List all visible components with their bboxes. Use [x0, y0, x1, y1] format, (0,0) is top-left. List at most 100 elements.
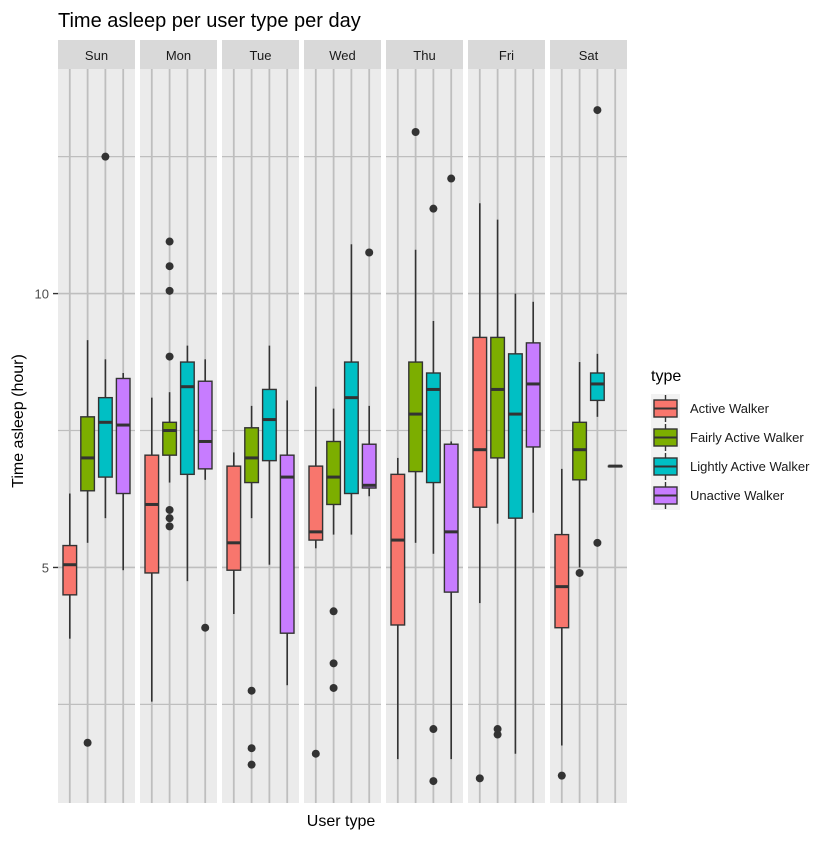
legend-item-unactive-walker: Unactive Walker — [651, 481, 785, 510]
outlier-point — [247, 686, 256, 695]
outlier-point — [165, 514, 174, 523]
outlier-point — [247, 744, 256, 753]
outlier-point — [165, 505, 174, 514]
box-fairly-active-walker-sun — [80, 340, 96, 747]
box-unactive-walker-tue — [279, 400, 295, 686]
outlier-point — [311, 749, 320, 758]
facet-panel-wed: Wed — [304, 40, 381, 803]
y-axis-label: Time asleep (hour) — [10, 354, 27, 488]
box-lightly-active-walker-fri — [507, 293, 523, 754]
box-body — [226, 465, 242, 571]
x-axis-label: User type — [307, 813, 376, 830]
outlier-point — [165, 262, 174, 271]
box-active-walker-wed — [308, 386, 324, 758]
panel-background — [550, 69, 627, 803]
facet-strip — [140, 40, 217, 69]
box-body — [62, 544, 78, 596]
box-lightly-active-walker-tue — [261, 345, 277, 565]
facet-panel-thu: Thu — [386, 40, 463, 803]
outlier-point — [101, 152, 110, 161]
facet-strip-label: Mon — [166, 48, 191, 63]
box-body — [425, 372, 441, 484]
panel-background — [304, 69, 381, 803]
box-body — [197, 380, 213, 470]
legend-item-label: Lightly Active Walker — [690, 459, 810, 474]
outlier-point — [329, 607, 338, 616]
box-body — [490, 336, 506, 459]
box-active-walker-thu — [390, 457, 406, 760]
box-fairly-active-walker-mon — [162, 237, 178, 531]
box-fairly-active-walker-fri — [490, 219, 506, 739]
box-body — [115, 377, 131, 495]
outlier-point — [247, 760, 256, 769]
box-unactive-walker-mon — [197, 359, 213, 632]
box-unactive-walker-fri — [525, 301, 541, 513]
outlier-point — [201, 623, 210, 632]
box-body — [472, 336, 488, 508]
box-body — [443, 443, 459, 593]
outlier-point — [165, 522, 174, 531]
box-active-walker-sun — [62, 493, 78, 639]
box-body — [361, 443, 377, 489]
panel-background — [222, 69, 299, 803]
outlier-point — [165, 237, 174, 246]
outlier-point — [429, 204, 438, 213]
outlier-point — [429, 777, 438, 786]
box-unactive-walker-thu — [443, 174, 459, 760]
box-body — [507, 353, 523, 519]
outlier-point — [593, 106, 602, 115]
outlier-point — [575, 568, 584, 577]
facet-panel-mon: Mon — [140, 40, 217, 803]
outlier-point — [411, 127, 420, 136]
outlier-point — [365, 248, 374, 257]
panel-background — [386, 69, 463, 803]
legend: type Active Walker Fairly Active Walker Li… — [651, 368, 810, 510]
facet-strip — [550, 40, 627, 69]
outlier-point — [329, 683, 338, 692]
facet-panels: Sun Mon Tue Wed Thu Fri Sat — [58, 40, 627, 803]
y-tick-label: 5 — [42, 560, 49, 575]
box-body — [144, 454, 160, 574]
facet-strip-label: Sun — [85, 48, 108, 63]
box-lightly-active-walker-wed — [343, 244, 359, 535]
box-body — [244, 427, 260, 484]
legend-item-active-walker: Active Walker — [651, 394, 770, 423]
box-body — [343, 361, 359, 495]
box-body — [261, 388, 277, 462]
box-body — [179, 361, 195, 476]
legend-item-fairly-active-walker: Fairly Active Walker — [651, 423, 804, 452]
box-lightly-active-walker-sat — [589, 106, 605, 547]
legend-title: type — [651, 368, 681, 385]
facet-panel-sun: Sun — [58, 40, 135, 803]
box-lightly-active-walker-thu — [425, 204, 441, 786]
facet-panel-fri: Fri — [468, 40, 545, 803]
facet-panel-sat: Sat — [550, 40, 627, 803]
box-active-walker-fri — [472, 203, 488, 783]
box-active-walker-sat — [554, 468, 570, 780]
legend-item-label: Active Walker — [690, 401, 770, 416]
facet-panel-tue: Tue — [222, 40, 299, 803]
box-body — [390, 473, 406, 626]
box-fairly-active-walker-wed — [326, 408, 342, 692]
facet-strip-label: Fri — [499, 48, 514, 63]
box-unactive-walker-wed — [361, 248, 377, 497]
box-active-walker-tue — [226, 452, 242, 615]
box-body — [80, 416, 96, 492]
facet-strip-label: Tue — [250, 48, 272, 63]
box-body — [525, 342, 541, 448]
legend-item-label: Fairly Active Walker — [690, 430, 804, 445]
outlier-point — [83, 738, 92, 747]
outlier-point — [593, 538, 602, 547]
outlier-point — [429, 725, 438, 734]
box-fairly-active-walker-tue — [244, 405, 260, 769]
legend-item-label: Unactive Walker — [690, 488, 785, 503]
outlier-point — [329, 659, 338, 668]
box-body — [308, 465, 324, 541]
outlier-point — [557, 771, 566, 780]
box-fairly-active-walker-sat — [572, 362, 588, 577]
facet-strip — [304, 40, 381, 69]
legend-item-lightly-active-walker: Lightly Active Walker — [651, 452, 810, 481]
facet-strip-label: Thu — [413, 48, 435, 63]
box-body — [326, 440, 342, 506]
